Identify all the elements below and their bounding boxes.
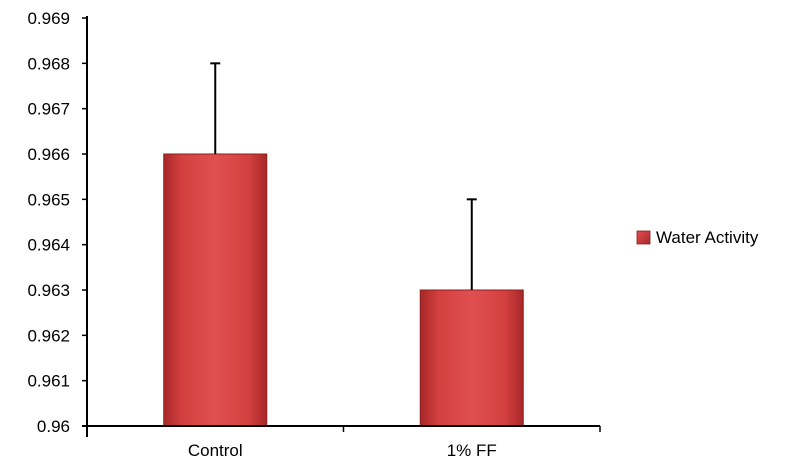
bar (419, 289, 524, 427)
error-bars-layer (210, 62, 477, 290)
x-category-label: Control (188, 441, 243, 460)
y-ticks-layer: 0.96 0.961 0.962 0.963 0.964 0.965 0.966 0.967 0… (27, 9, 87, 436)
y-tick-label: 0.96 (37, 417, 70, 436)
y-tick-label: 0.966 (27, 145, 70, 164)
y-tick-label: 0.962 (27, 326, 70, 345)
axes-layer (82, 16, 600, 437)
y-tick-label: 0.969 (27, 9, 70, 28)
y-tick-label: 0.965 (27, 190, 70, 209)
y-tick-label: 0.967 (27, 100, 70, 119)
y-tick-label: 0.968 (27, 54, 70, 73)
legend-swatch (636, 230, 651, 245)
y-tick-label: 0.964 (27, 236, 70, 255)
bars-layer (163, 153, 524, 427)
y-tick-label: 0.961 (27, 372, 70, 391)
x-ticks-layer: Control 1% FF (86, 426, 601, 460)
legend: Water Activity (636, 228, 759, 247)
bar (163, 153, 268, 427)
x-category-label: 1% FF (447, 441, 497, 460)
legend-label: Water Activity (656, 228, 759, 247)
y-tick-label: 0.963 (27, 281, 70, 300)
